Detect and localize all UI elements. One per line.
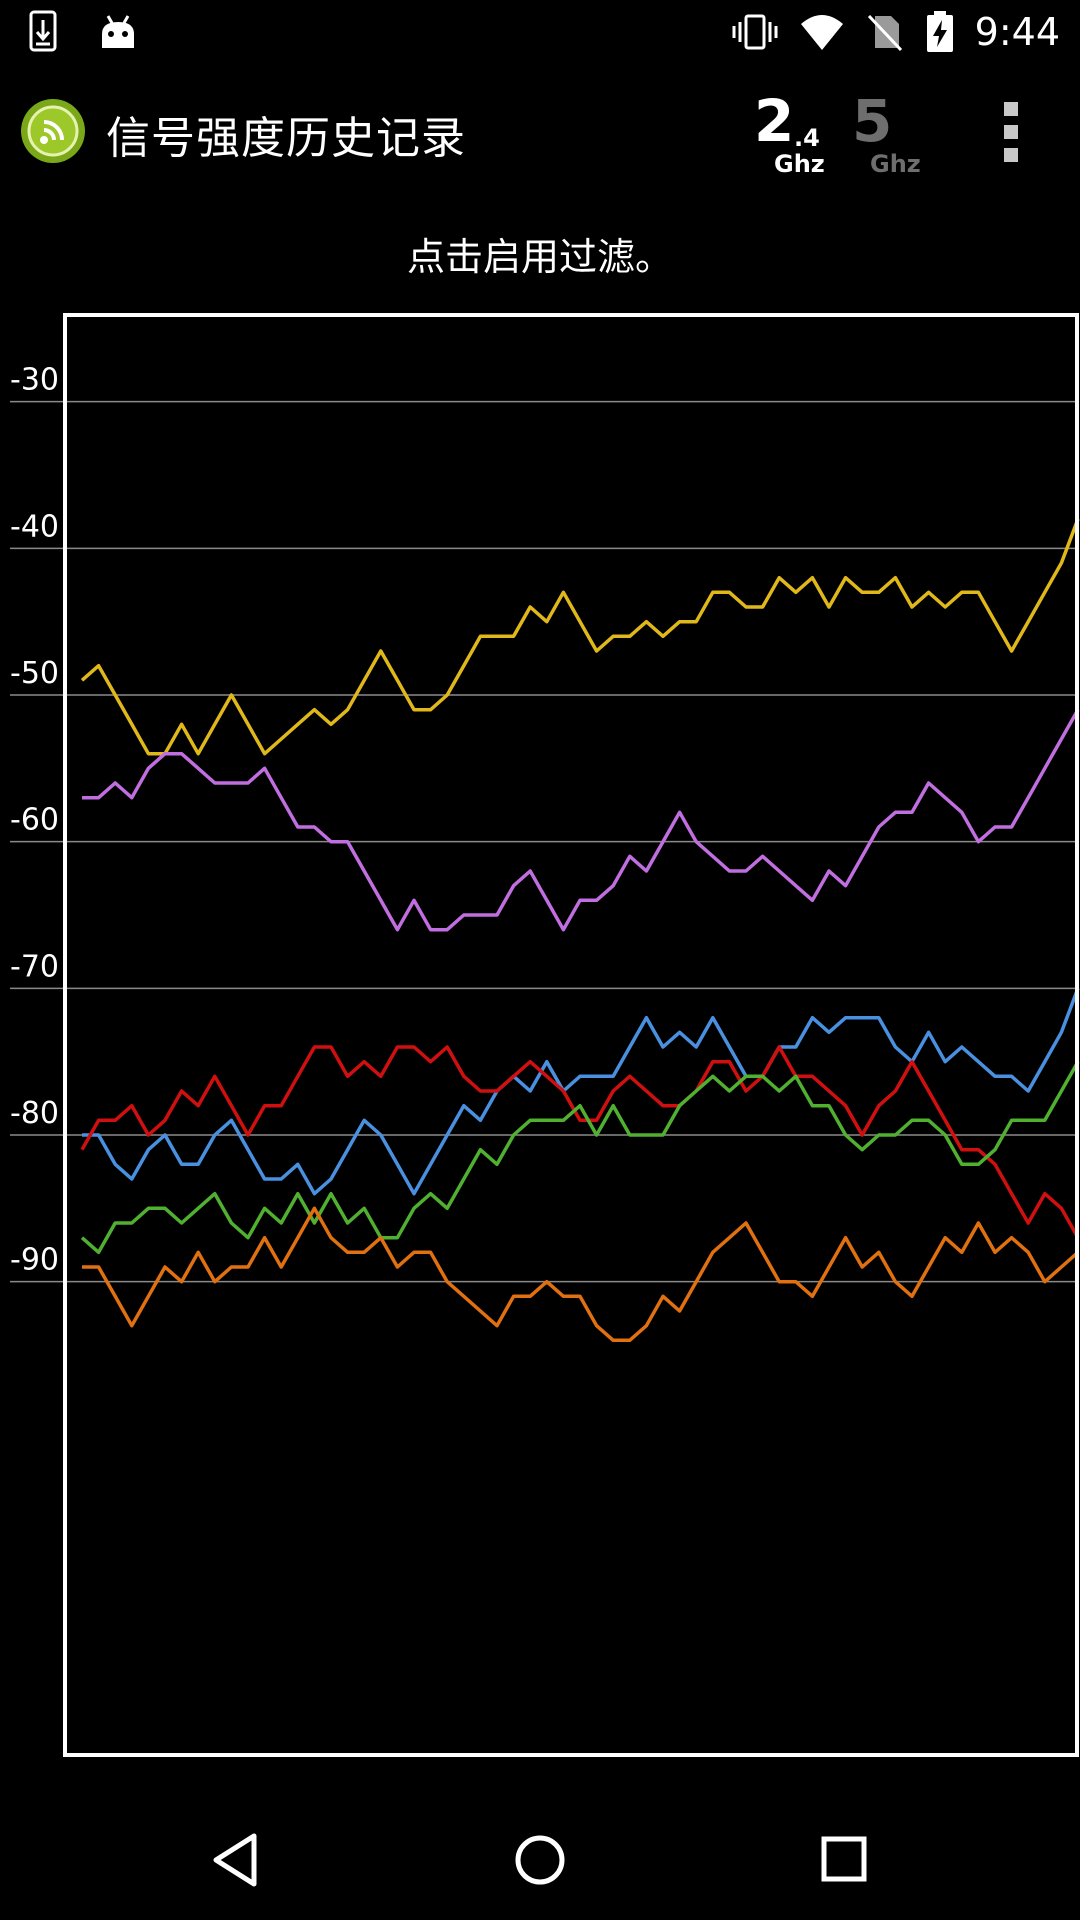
- series-line-1: [80, 518, 1080, 756]
- series-line-4: [80, 1045, 1080, 1239]
- chart-series: [80, 518, 1080, 1343]
- battery-charging-icon: [926, 11, 953, 52]
- android-icon: [102, 15, 134, 48]
- wifi-icon: [800, 15, 843, 50]
- navigation-bar: [0, 1800, 1080, 1920]
- overflow-menu-icon[interactable]: [994, 102, 1028, 172]
- series-line-6: [82, 1206, 1080, 1343]
- chart-frame: [63, 313, 1079, 1757]
- status-bar: 9:44: [0, 0, 1080, 64]
- y-tick-label: -40: [10, 509, 59, 544]
- y-tick-label: -80: [10, 1096, 59, 1131]
- recents-icon[interactable]: [804, 1830, 884, 1890]
- series-line-2: [82, 708, 1080, 932]
- app-bar: 信号强度历史记录 2 .4 Ghz 5 Ghz: [0, 80, 1080, 180]
- back-icon[interactable]: [196, 1830, 276, 1890]
- status-bar-system: 9:44: [731, 0, 1060, 64]
- app-title: 信号强度历史记录: [106, 113, 466, 164]
- band-5ghz-number: 5: [852, 87, 893, 155]
- home-icon[interactable]: [500, 1830, 580, 1890]
- status-bar-notifications: [28, 0, 138, 64]
- band-24ghz-button[interactable]: 2 .4 Ghz: [752, 90, 842, 180]
- series-line-5: [80, 1060, 1080, 1255]
- y-tick-label: -50: [10, 656, 59, 691]
- status-time: 9:44: [974, 10, 1060, 54]
- download-icon: [29, 10, 57, 52]
- band-24ghz-number: 2: [754, 87, 795, 155]
- y-tick-label: -60: [10, 803, 59, 838]
- chart-y-ticks: -30 -40 -50 -60 -70 -80 -90: [10, 363, 59, 1278]
- app-logo: [21, 99, 85, 163]
- chart-grid: [10, 400, 1078, 1283]
- y-tick-label: -70: [10, 949, 59, 984]
- filter-hint[interactable]: 点击启用过滤。: [406, 235, 673, 279]
- vibrate-icon: [732, 14, 778, 50]
- y-tick-label: -30: [10, 363, 59, 398]
- band-24ghz-unit: Ghz: [774, 150, 825, 178]
- band-24ghz-decimal: .4: [794, 124, 820, 152]
- band-5ghz-unit: Ghz: [870, 150, 921, 178]
- y-tick-label: -90: [10, 1243, 59, 1278]
- no-sim-icon: [867, 14, 902, 52]
- signal-history-chart[interactable]: -30 -40 -50 -60 -70 -80 -90: [0, 300, 1080, 1770]
- band-5ghz-button[interactable]: 5 Ghz: [850, 90, 940, 180]
